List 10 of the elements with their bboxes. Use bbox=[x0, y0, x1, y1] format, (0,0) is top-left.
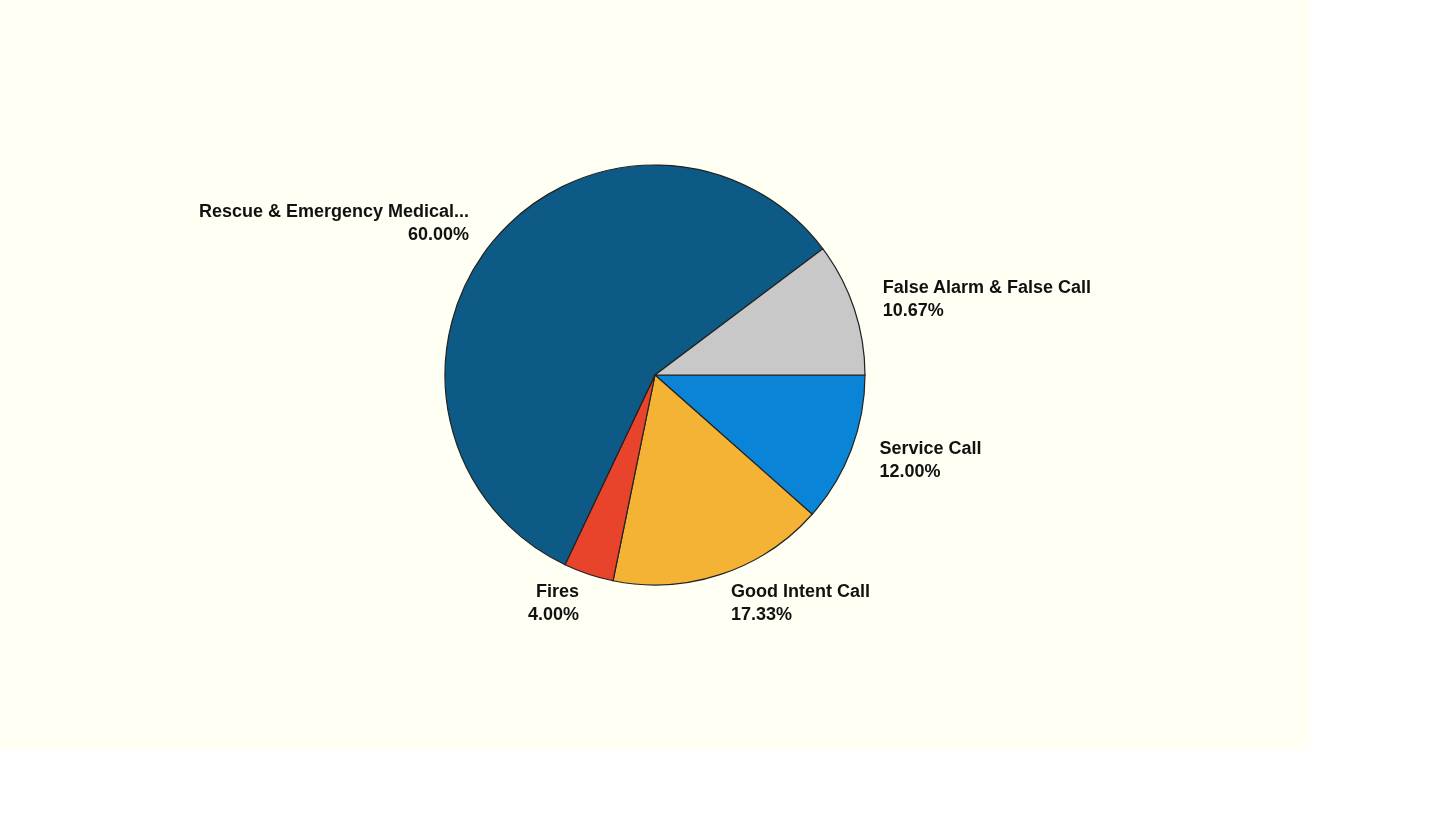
data-label: 60.00% bbox=[408, 224, 470, 245]
data-label: 4.00% bbox=[528, 603, 580, 624]
slice-label: Good Intent Call bbox=[731, 580, 871, 601]
data-label: 10.67% bbox=[882, 299, 944, 320]
slice-label: False Alarm & False Call bbox=[882, 276, 1092, 297]
data-label: 12.00% bbox=[879, 461, 941, 482]
slice-label: Service Call bbox=[879, 438, 982, 459]
slice-label: Fires bbox=[536, 580, 580, 601]
slice-label: Rescue & Emergency Medical... bbox=[198, 201, 470, 222]
data-label: 17.33% bbox=[731, 603, 793, 624]
